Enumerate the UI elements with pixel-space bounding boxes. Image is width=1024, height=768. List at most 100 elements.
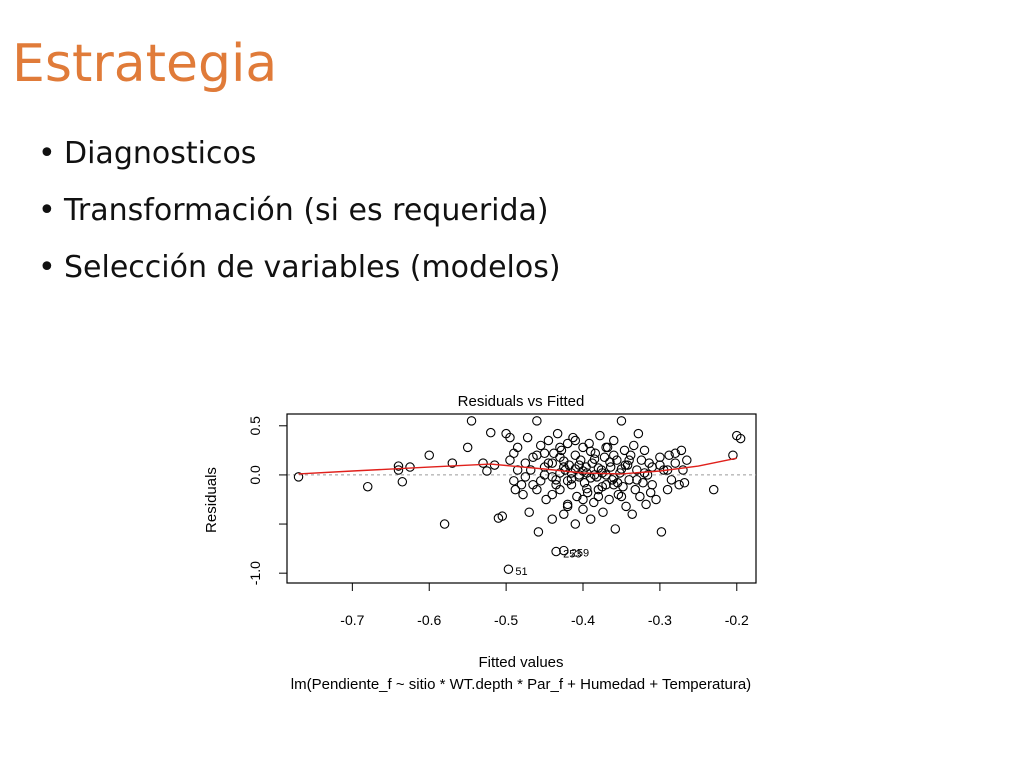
data-point [485,427,496,438]
data-point [584,438,594,449]
data-point [447,458,458,468]
data-point [552,428,563,439]
data-point [518,489,528,500]
data-point [478,458,488,468]
slide-title: Estrategia [12,34,278,94]
data-point [585,446,596,457]
data-point [610,524,621,534]
data-point [439,519,450,529]
data-point [574,460,584,470]
bullet-item-diagnosticos: • Diagnosticos [38,132,561,189]
bullet-item-seleccion: • Selección de variables (modelos) [38,246,561,303]
data-point [579,478,590,488]
bullet-text: Diagnosticos [64,136,257,171]
data-point [638,478,648,488]
data-point [578,442,588,453]
data-point [547,489,558,500]
data-point [609,450,619,461]
data-point [525,465,536,475]
data-point [482,466,492,476]
data-point [670,448,681,459]
data-point [585,514,596,524]
y-tick-label: -1.0 [247,561,263,585]
data-point [362,481,373,492]
model-formula: lm(Pendiente_f ~ sitio * WT.depth * Par_… [291,676,751,693]
bullet-dot: • [38,193,56,228]
data-point [708,484,719,495]
data-point [613,489,624,500]
data-point [547,472,558,482]
data-point [505,432,515,443]
data-point [593,491,604,502]
data-point [598,507,608,518]
smoother-line [298,457,737,475]
bullet-dot: • [38,250,56,285]
x-tick-label: -0.4 [571,612,595,628]
data-point [535,440,546,451]
data-point [582,487,593,498]
data-point [624,455,634,465]
x-axis: -0.7 -0.6 -0.5 -0.4 -0.3 -0.2 [340,582,749,628]
data-point [547,514,558,524]
data-point [630,484,641,495]
y-tick-label: 0.0 [247,465,263,485]
data-point [590,448,601,459]
y-axis: -1.0 0.0 0.5 [247,416,288,585]
data-point [516,479,527,490]
data-point [676,445,687,456]
data-point [574,472,584,482]
data-point [497,511,508,521]
data-point [589,497,599,508]
data-point [616,416,627,426]
data-point [682,455,692,465]
data-point [547,458,558,468]
data-point [520,472,531,482]
data-point [735,433,746,444]
x-tick-label: -0.2 [725,612,749,628]
outlier-point [559,545,569,556]
data-point [578,504,588,515]
y-axis-label: Residuals [203,467,220,533]
data-point [535,476,546,486]
chart-title: Residuals vs Fitted [458,393,585,410]
data-point [670,458,681,468]
data-point [651,494,661,505]
data-point [541,494,551,505]
data-point [539,448,550,459]
data-point [570,435,581,446]
data-point [568,432,578,443]
smoother [298,457,737,475]
data-point [551,479,561,490]
data-point [543,458,554,468]
point-label: 253 [563,549,581,561]
data-point [619,445,630,456]
data-point [528,452,538,462]
data-point [609,435,619,446]
data-point [604,494,614,505]
data-point [625,450,636,461]
data-point [509,476,519,486]
data-point [566,468,577,478]
data-point [397,477,408,487]
data-point [662,484,673,495]
outlier-point [551,546,561,557]
data-point [532,416,542,426]
x-tick-label: -0.3 [648,612,672,628]
data-point [641,499,651,510]
data-point [639,445,650,456]
point-label: 259 [571,548,589,560]
x-tick-label: -0.7 [340,612,364,628]
data-point [582,483,592,494]
data-point [609,479,619,490]
data-point [656,527,667,537]
data-point [575,455,586,465]
data-point [555,442,565,453]
data-point [510,484,521,495]
data-point [462,442,473,453]
data-point [627,509,637,519]
data-point [522,432,533,443]
x-axis-label: Fitted values [478,654,563,671]
data-point [293,472,304,482]
